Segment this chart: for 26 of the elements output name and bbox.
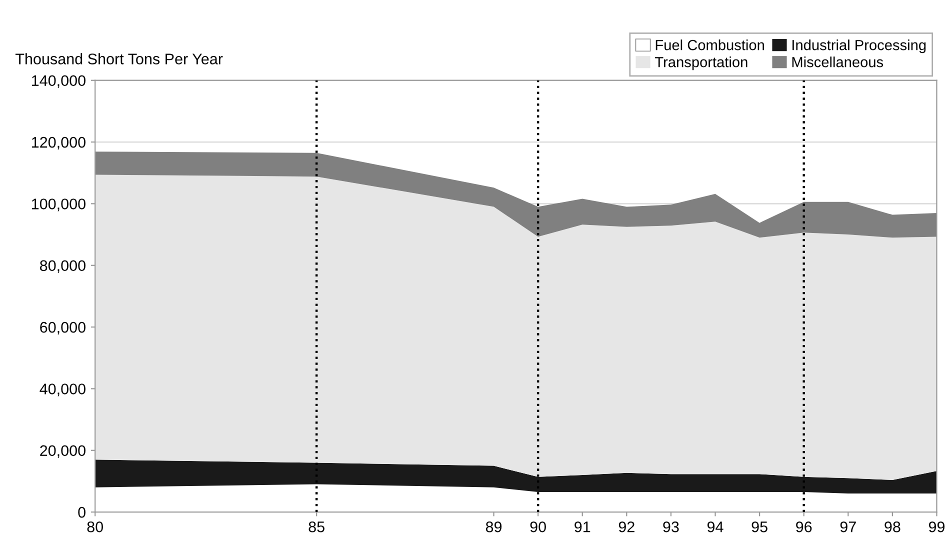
y-tick-label: 120,000: [32, 136, 86, 150]
x-tick-label: 91: [574, 521, 590, 532]
x-tick-label: 98: [884, 521, 900, 532]
y-tick-label: 40,000: [40, 384, 86, 396]
legend-label: Industrial Processing: [792, 40, 926, 54]
x-tick-label: 89: [486, 521, 502, 532]
y-tick-label: 60,000: [40, 322, 86, 335]
y-tick-label: 140,000: [32, 75, 86, 88]
x-tick-label: 85: [308, 521, 324, 532]
x-tick-label: 93: [663, 521, 679, 532]
legend-label: Fuel Combustion: [656, 40, 764, 50]
y-tick-label: 80,000: [40, 260, 86, 273]
x-tick-label: 80: [87, 521, 103, 532]
legend-label: Miscellaneous: [792, 56, 884, 68]
x-tick-label: 99: [928, 521, 945, 532]
x-tick-label: 96: [796, 521, 812, 532]
y-tick-label: 100,000: [32, 198, 86, 212]
x-tick-label: 90: [530, 521, 546, 532]
x-tick-label: 97: [840, 521, 856, 532]
y-tick-label: 0: [78, 506, 86, 518]
y-tick-label: 20,000: [40, 445, 86, 458]
x-tick-label: 94: [707, 521, 724, 532]
x-tick-label: 95: [752, 521, 768, 532]
y-axis-title: Thousand Short Tons Per Year: [15, 53, 223, 64]
x-tick-label: 92: [618, 521, 634, 532]
legend-label: Transportation: [655, 56, 748, 70]
